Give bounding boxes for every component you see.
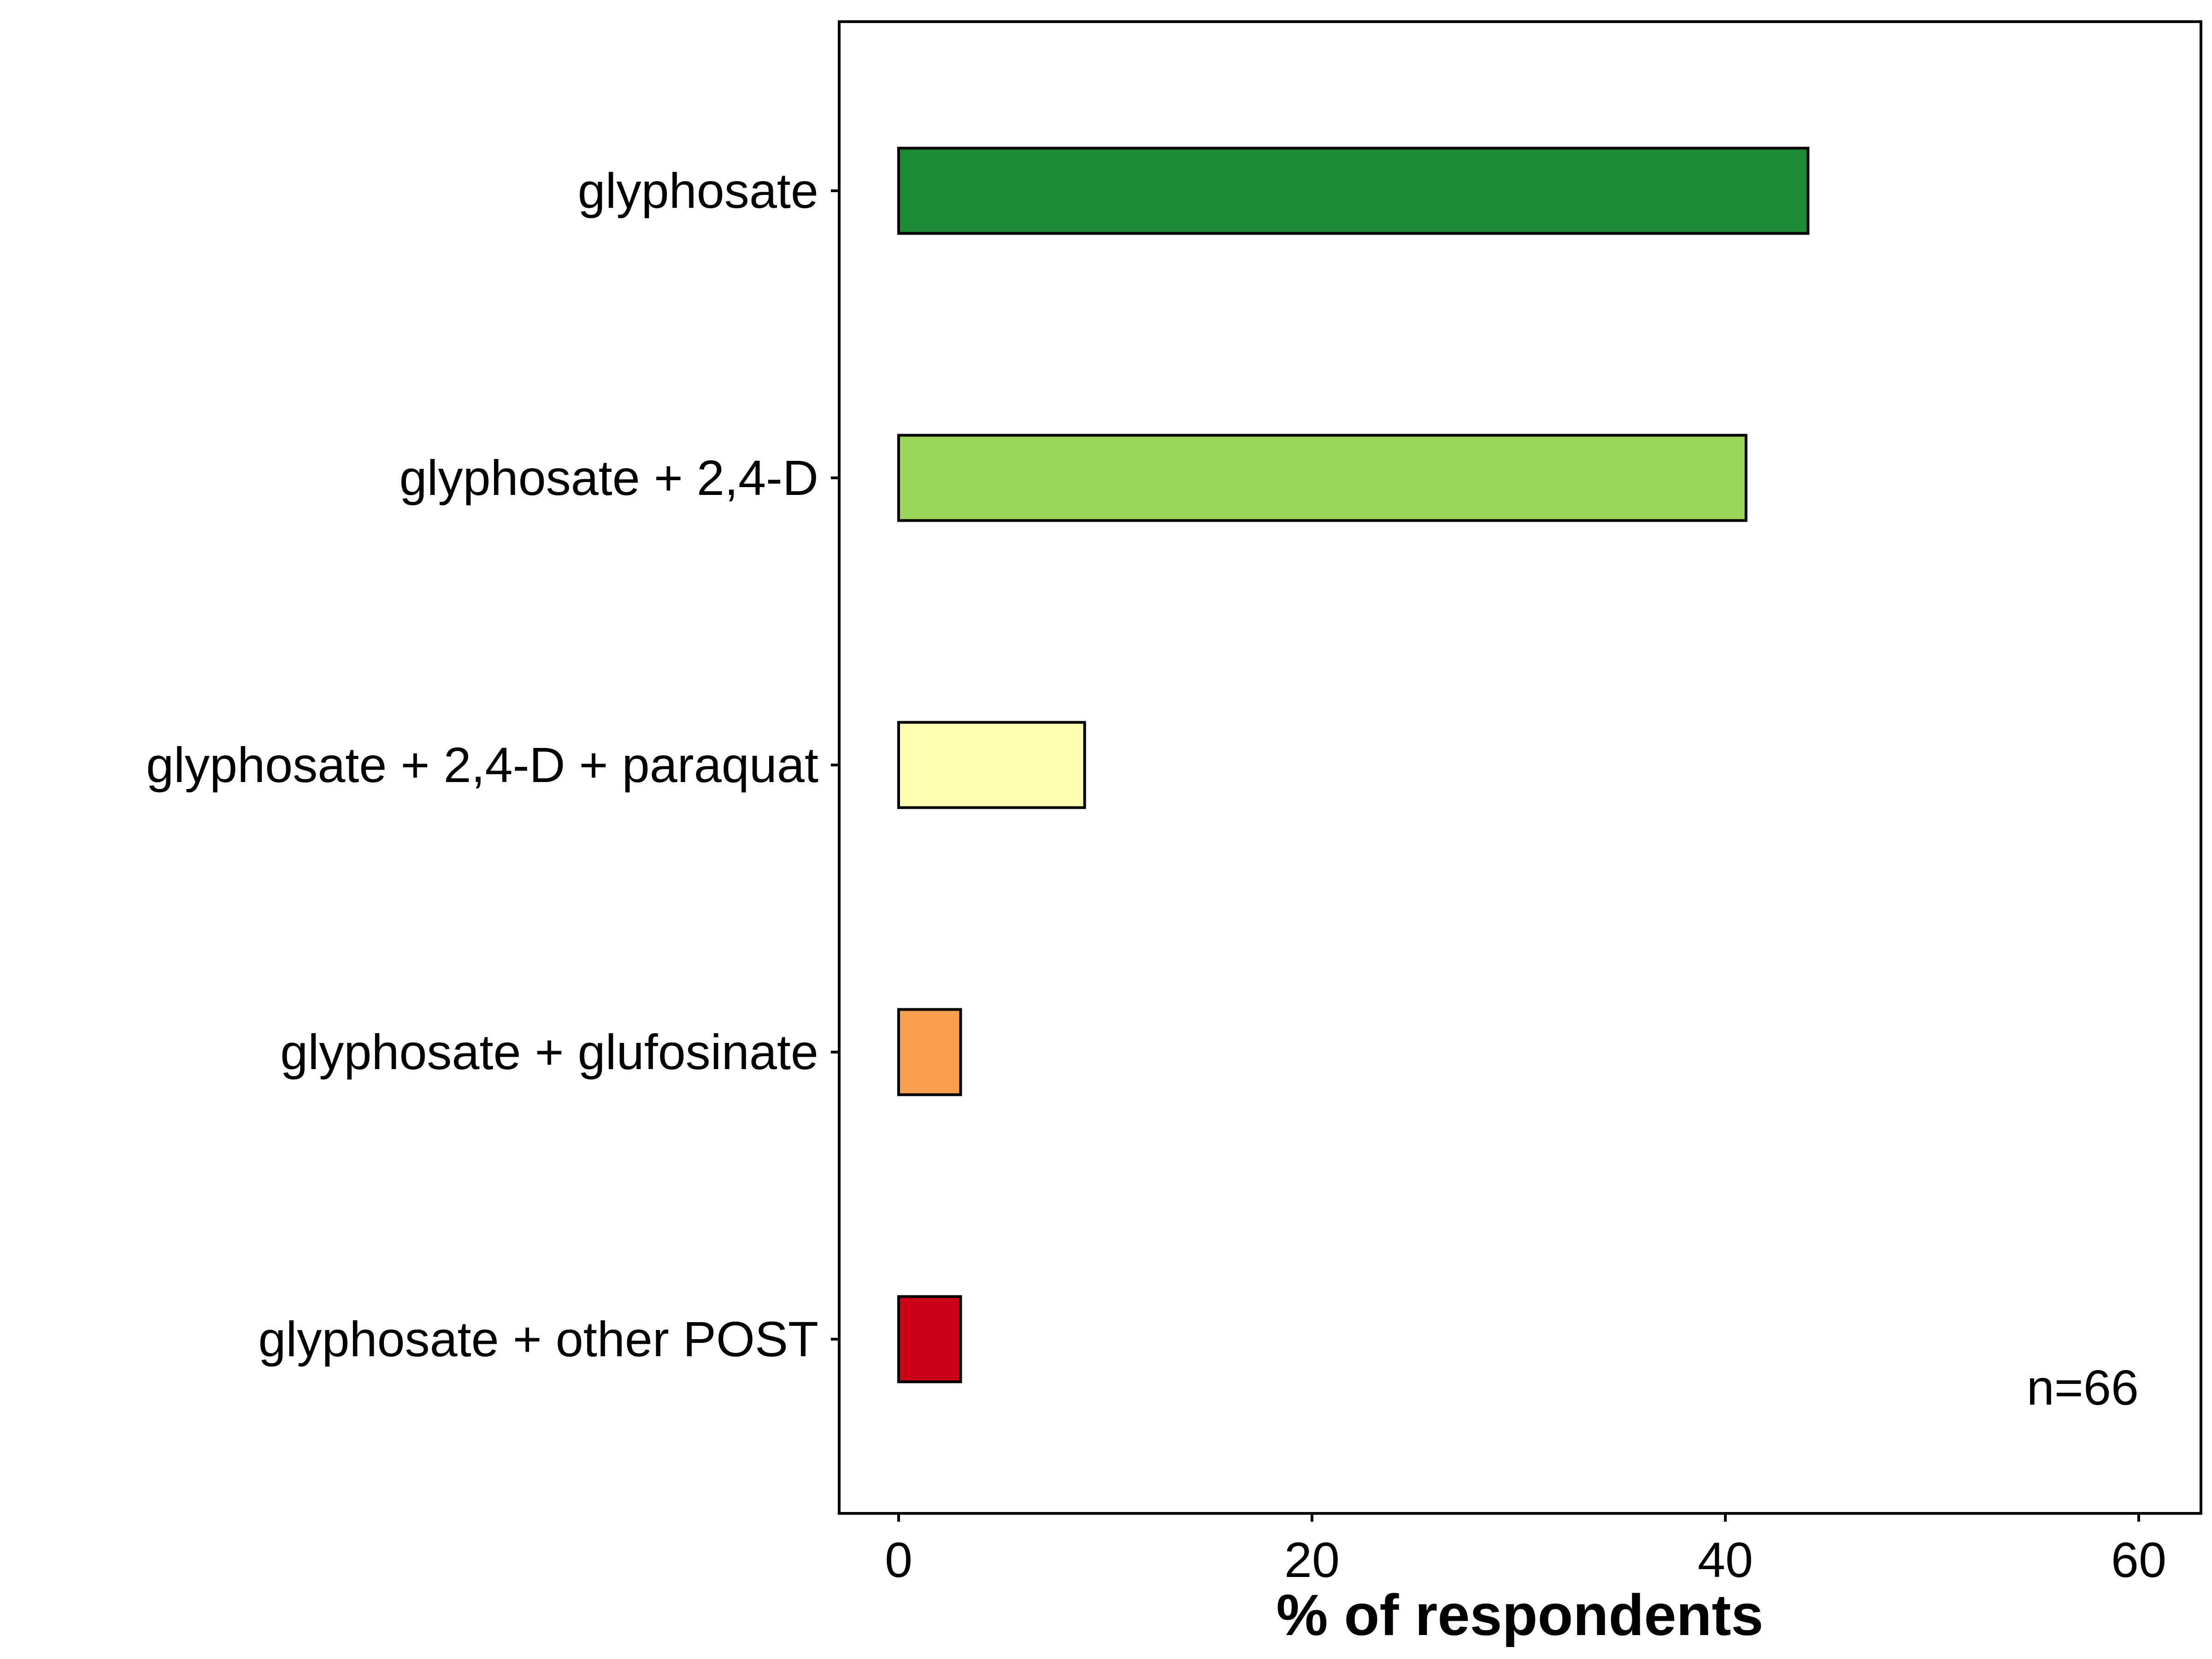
x-axis-title: % of respondents [1276,1583,1763,1647]
bars-group [897,147,1810,1383]
category-label-glyphosate-2-4-d: glyphosate + 2,4-D [399,450,818,506]
category-label-glyphosate-glufosinate: glyphosate + glufosinate [280,1024,818,1080]
category-label-glyphosate-2-4-d-paraquat: glyphosate + 2,4-D + paraquat [146,737,818,793]
x-tick-label: 0 [885,1532,912,1588]
category-label-glyphosate-other-post: glyphosate + other POST [258,1311,818,1367]
bar-glyphosate-other-post [897,1295,962,1383]
bar-glyphosate [897,147,1810,235]
x-tick-label: 40 [1698,1532,1753,1588]
category-label-glyphosate: glyphosate [578,163,818,218]
bar-glyphosate-2-4-d [897,434,1747,522]
x-axis: 0 20 40 60 [885,1513,2166,1588]
x-tick-label: 20 [1284,1532,1340,1588]
x-tick-label: 60 [2111,1532,2166,1588]
bar-glyphosate-2-4-d-paraquat [897,721,1086,809]
bar-glyphosate-glufosinate [897,1008,962,1096]
sample-size-annotation: n=66 [2027,1359,2139,1415]
y-axis: glyphosate glyphosate + 2,4-D glyphosate +… [146,163,839,1367]
